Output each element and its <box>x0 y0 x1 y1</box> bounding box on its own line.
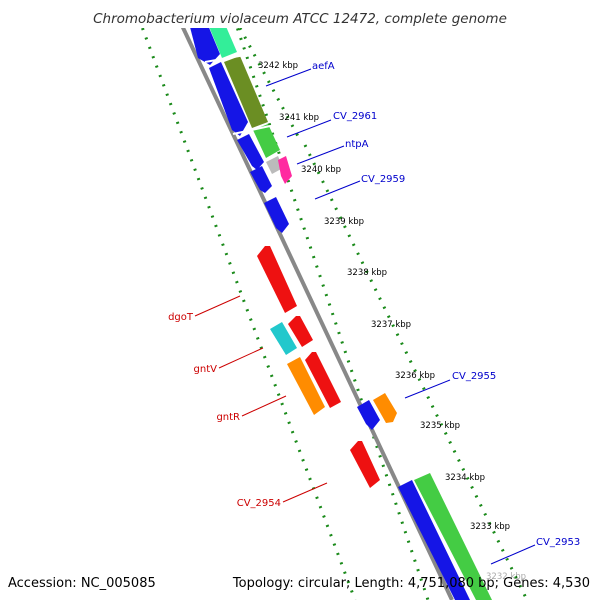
cds-gntV <box>270 322 297 355</box>
tick-label: 3239 kbp <box>324 217 364 227</box>
gene-label-dgoT[interactable]: dgoT <box>168 312 194 323</box>
cds-blue-6 <box>357 400 380 430</box>
tick-label: 3234 kbp <box>445 473 485 483</box>
gene-label-gntV[interactable]: gntV <box>194 364 218 375</box>
cds-red-2 <box>288 316 313 347</box>
cds-CV_2961 <box>253 124 280 158</box>
inner-dotted-ring <box>140 28 357 600</box>
cds-separator <box>232 125 271 135</box>
cds-red-3 <box>305 352 341 408</box>
leader-CV_2955 <box>404 379 451 399</box>
outer-dotted-ring-top <box>238 28 302 141</box>
gene-label-CV_2955[interactable]: CV_2955 <box>452 371 496 382</box>
leader-CV_2961 <box>286 119 332 138</box>
cds-CV_2953-blue <box>398 480 470 600</box>
leader-dgoT <box>194 295 241 317</box>
map-title: Chromobacterium violaceum ATCC 12472, co… <box>93 11 507 27</box>
tick-label: 3238 kbp <box>347 268 387 278</box>
outer-dotted-ring <box>303 144 529 600</box>
cds-CV_2953-green <box>414 473 492 600</box>
tick-label: 3241 kbp <box>279 113 319 123</box>
leader-aefA <box>265 68 312 87</box>
gene-label-ntpA[interactable]: ntpA <box>345 139 369 150</box>
gene-label-aefA[interactable]: aefA <box>312 61 335 72</box>
cds-CV_2954 <box>350 441 380 488</box>
leader-gntV <box>218 347 264 369</box>
gene-label-CV_2961[interactable]: CV_2961 <box>333 111 377 122</box>
tick-label: 3235 kbp <box>420 421 460 431</box>
cds-blue-3 <box>237 134 264 170</box>
accession-text: Accession: NC_005085 <box>8 576 156 591</box>
middle-dotted-ring <box>235 28 430 600</box>
cds-blue-top <box>190 28 220 65</box>
cds-dgoT <box>257 246 297 313</box>
cds-CV_2955 <box>373 393 397 423</box>
cds-blue-4 <box>250 166 272 193</box>
tick-label: 3236 kbp <box>395 371 435 381</box>
tick-label: 3233 kbp <box>470 522 510 532</box>
summary-text: Topology: circular; Length: 4,751,080 bp… <box>232 576 590 591</box>
cds-gntR <box>287 357 325 415</box>
gene-label-gntR[interactable]: gntR <box>216 412 240 423</box>
tick-label: 3237 kbp <box>371 320 411 330</box>
leader-gntR <box>241 395 287 417</box>
gene-label-CV_2954[interactable]: CV_2954 <box>237 498 281 509</box>
leader-ntpA <box>296 145 345 165</box>
cds-blue-large <box>209 62 248 136</box>
gene-label-CV_2953[interactable]: CV_2953 <box>536 537 580 548</box>
tick-label: 3242 kbp <box>258 61 298 71</box>
cds-separator <box>204 54 246 63</box>
cds-ntpA <box>278 156 292 184</box>
leader-CV_2953 <box>490 544 536 565</box>
cds-aefA <box>224 56 268 128</box>
tick-label: 3232 kbp <box>486 572 526 582</box>
cds-mint-top <box>209 28 237 58</box>
leader-CV_2954 <box>282 482 328 503</box>
leader-CV_2959 <box>314 180 361 200</box>
gene-label-CV_2959[interactable]: CV_2959 <box>361 174 405 185</box>
tick-label: 3240 kbp <box>301 165 341 175</box>
cds-blue-5 <box>264 197 289 233</box>
